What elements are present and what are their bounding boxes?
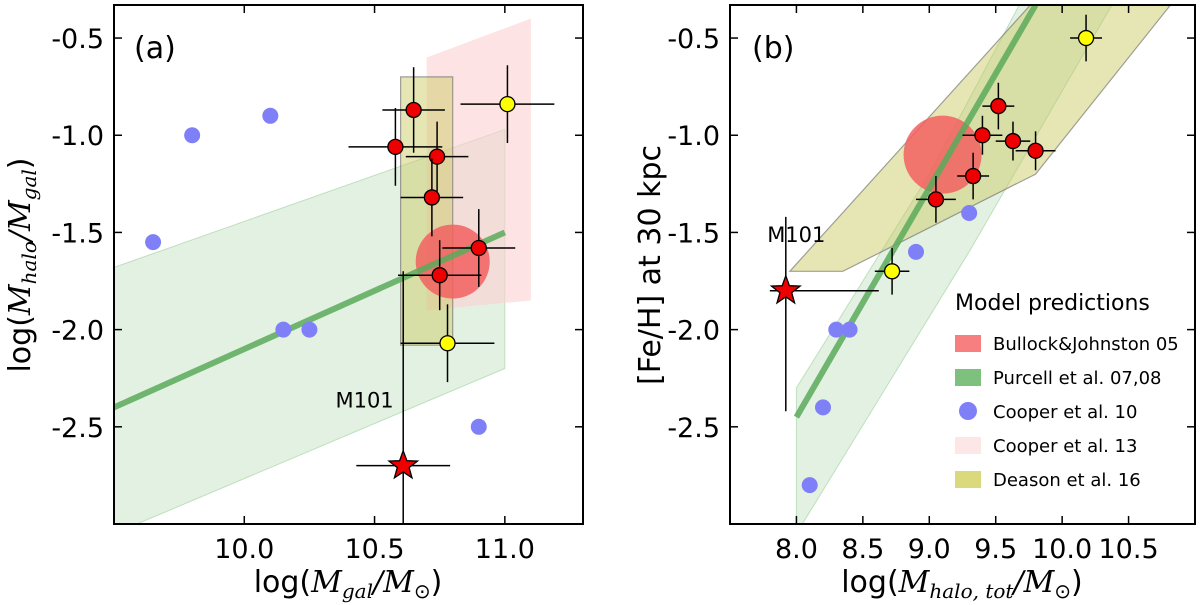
panel-b-ytick-label-4: -2.5: [667, 413, 720, 444]
panel-a-blue-point-4: [301, 321, 318, 338]
panel-a-red-point-5: [431, 267, 448, 284]
legend-entry-1-label: Purcell et al. 07,08: [993, 368, 1162, 389]
legend: Model predictions Bullock&Johnston 05 Pur…: [955, 291, 1179, 491]
panel-a-red-point-1: [387, 138, 404, 156]
panel-a-ytick-label-4: -2.5: [51, 413, 104, 444]
panel-b-blue-point-0: [801, 477, 818, 494]
panel-a-yellow-point-0: [499, 95, 516, 113]
legend-entry-4-swatch: [955, 471, 981, 488]
panel-a-blue-point-0: [145, 234, 162, 251]
legend-title: Model predictions: [955, 291, 1150, 316]
panel-b-red-point-0: [990, 97, 1007, 115]
panel-a-xtick-label-0: 10.0: [214, 534, 274, 565]
panel-a-frame: [113, 4, 584, 525]
panel-a-yellow-point-1: [439, 335, 456, 352]
panel-a-red-point-0: [405, 101, 422, 119]
panel-b-frame: [729, 4, 1196, 525]
panel-b-annotation-m101: M101: [767, 223, 825, 247]
panel-b-blue-point-4: [908, 243, 924, 260]
panel-a-red-point-3: [423, 189, 441, 206]
panel-b-xlabel: log(Mhalo, tot/M⊙): [841, 565, 1083, 603]
panel-b-xtick-label-2: 9.0: [908, 534, 951, 565]
panel-a-blue-point-5: [470, 418, 487, 435]
panel-b-red-point-1: [974, 127, 991, 144]
panel-b-red-point-2: [1004, 132, 1022, 150]
panel-b-xtick-label-0: 8.0: [775, 534, 818, 565]
panel-a-star-m101: [387, 448, 420, 480]
panel-b-star-m101: [769, 273, 802, 305]
panel-a-blue-point-1: [184, 127, 201, 144]
panel-a-label: (a): [134, 31, 176, 66]
panel-b-blue-point-1: [815, 399, 831, 416]
panel-b-red-point-4: [964, 167, 982, 185]
panel-a-ticks: 10.0 10.5 11.0 -0.5 -1.0 -1.5 -2.0 -2.5: [51, 5, 583, 565]
panel-b-ytick-label-2: -1.5: [667, 218, 720, 249]
panel-b-xtick-label-1: 8.5: [841, 534, 884, 565]
panel-b-xtick-label-4: 10.0: [1032, 534, 1092, 565]
panel-a: 10.0 10.5 11.0 -0.5 -1.0 -1.5 -2.0 -2.5 (a) M10…: [3, 4, 584, 603]
panel-b-green-band: [795, 5, 1113, 524]
panel-a-ytick-label-1: -1.0: [51, 121, 104, 152]
panel-b-ytick-label-3: -2.0: [667, 316, 720, 347]
panel-b-ytick-label-0: -0.5: [667, 24, 720, 55]
panel-b-yellow-point-1: [883, 263, 901, 280]
panel-a-yellow-band: [400, 76, 454, 346]
legend-entry-3-swatch: [955, 437, 981, 454]
panel-b-ticks: 8.0 8.5 9.0 9.5 10.0 10.5 -0.5 -1.0 -1.5 -2.0 -2.5: [667, 5, 1195, 565]
panel-a-xlabel: log(Mgal/M⊙): [254, 565, 443, 603]
panel-b-xtick-label-3: 9.5: [974, 534, 1017, 565]
legend-entry-0-swatch: [955, 335, 981, 352]
legend-entry-3-label: Cooper et al. 13: [993, 436, 1137, 457]
panel-b: 8.0 8.5 9.0 9.5 10.0 10.5 -0.5 -1.0 -1.5 -2.0 -2.5…: [633, 4, 1196, 603]
panel-a-ytick-label-2: -1.5: [51, 218, 104, 249]
panel-b-ylabel: [Fe/H] at 30 kpc: [633, 145, 668, 385]
panel-b-blue-point-5: [961, 204, 978, 221]
legend-entry-0-label: Bullock&Johnston 05: [993, 334, 1179, 355]
panel-b-ytick-label-1: -1.0: [667, 121, 720, 152]
panel-b-xtick-label-5: 10.5: [1099, 534, 1159, 565]
legend-entry-2-label: Cooper et al. 10: [993, 402, 1137, 423]
panel-a-plot-area: [114, 18, 555, 524]
panel-a-blue-point-3: [275, 321, 292, 338]
panel-b-green-line: [793, 5, 1039, 419]
panel-a-red-point-2: [428, 148, 446, 165]
panel-b-red-point-3: [1027, 142, 1044, 159]
panel-a-blue-point-2: [262, 107, 279, 124]
panel-a-red-point-4: [470, 239, 487, 257]
panel-a-xtick-label-1: 10.5: [344, 534, 404, 565]
legend-entry-1-swatch: [955, 369, 981, 386]
panel-b-blue-point-3: [841, 321, 858, 338]
panel-b-yellow-point-0: [1077, 29, 1095, 47]
panel-a-annotation-m101: M101: [335, 388, 393, 412]
panel-b-label: (b): [752, 31, 794, 66]
panel-a-ytick-label-0: -0.5: [51, 24, 104, 55]
panel-a-ylabel: log(Mhalo/Mgal): [3, 157, 41, 372]
panel-b-red-point-5: [927, 191, 945, 208]
panel-a-ytick-label-3: -2.0: [51, 316, 104, 347]
legend-entry-4-label: Deason et al. 16: [993, 470, 1141, 491]
panel-b-blue-point-2: [828, 321, 845, 338]
panel-a-xtick-label-2: 11.0: [475, 534, 535, 565]
panel-b-plot-area: [769, 5, 1172, 524]
legend-entry-2-swatch: [959, 402, 977, 420]
